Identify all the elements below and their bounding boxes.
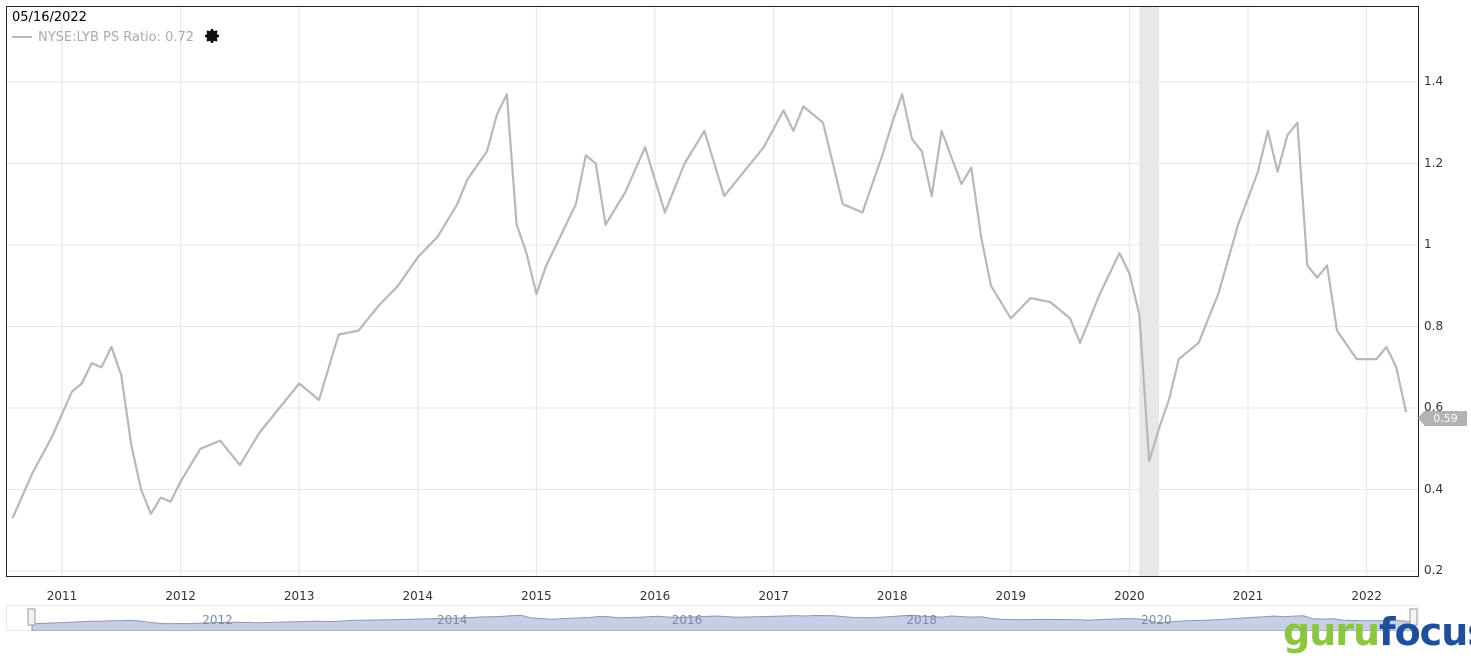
navigator-handle-left — [27, 608, 36, 626]
y-tick-label: 0.4 — [1424, 481, 1444, 496]
x-tick-label: 2011 — [46, 589, 78, 603]
navigator-label: 2020 — [1141, 613, 1172, 627]
chart-plot[interactable] — [7, 7, 1418, 576]
x-tick-label: 2012 — [165, 589, 196, 603]
brand-focus: focus — [1379, 610, 1471, 654]
navigator-area[interactable] — [6, 605, 1419, 631]
chart-frame — [6, 6, 1419, 577]
series-line — [11, 93, 1408, 519]
x-tick-label: 2020 — [1114, 589, 1145, 603]
gear-icon[interactable] — [204, 28, 222, 46]
legend[interactable]: NYSE:LYB PS Ratio: 0.72 — [12, 28, 222, 46]
legend-swatch — [12, 36, 32, 38]
last-value-badge: 0.59 — [1418, 411, 1467, 426]
x-tick-label: 2017 — [758, 589, 789, 603]
navigator-series — [31, 614, 1412, 631]
recession-band — [1139, 7, 1160, 576]
x-tick-label: 2015 — [521, 589, 552, 603]
y-tick-label: 0.6 — [1424, 400, 1444, 414]
y-tick-label: 1.2 — [1424, 155, 1444, 170]
y-tick-label: 0.2 — [1424, 563, 1444, 577]
brand-logo: gurufocus — [1283, 610, 1471, 654]
x-tick-label: 2014 — [402, 589, 434, 603]
navigator-handle-right — [1409, 608, 1418, 626]
range-navigator[interactable] — [6, 605, 1419, 631]
navigator-label: 2016 — [671, 613, 703, 627]
x-tick-label: 2018 — [876, 589, 908, 603]
y-tick-label: 0.8 — [1424, 318, 1444, 333]
x-tick-label: 2021 — [1232, 589, 1264, 603]
brand-guru: guru — [1283, 610, 1380, 654]
chart-date: 05/16/2022 — [12, 10, 87, 25]
navigator-label: 2018 — [906, 613, 937, 627]
x-tick-label: 2013 — [283, 589, 315, 603]
legend-label[interactable]: NYSE:LYB PS Ratio: 0.72 — [38, 29, 195, 45]
y-tick-label: 1 — [1424, 237, 1432, 251]
x-tick-label: 2019 — [995, 589, 1027, 603]
navigator-label: 2014 — [436, 613, 468, 627]
x-tick-label: 2022 — [1351, 589, 1382, 603]
x-tick-label: 2016 — [639, 589, 671, 603]
navigator-label: 2012 — [202, 613, 233, 627]
y-tick-label: 1.4 — [1424, 74, 1444, 88]
